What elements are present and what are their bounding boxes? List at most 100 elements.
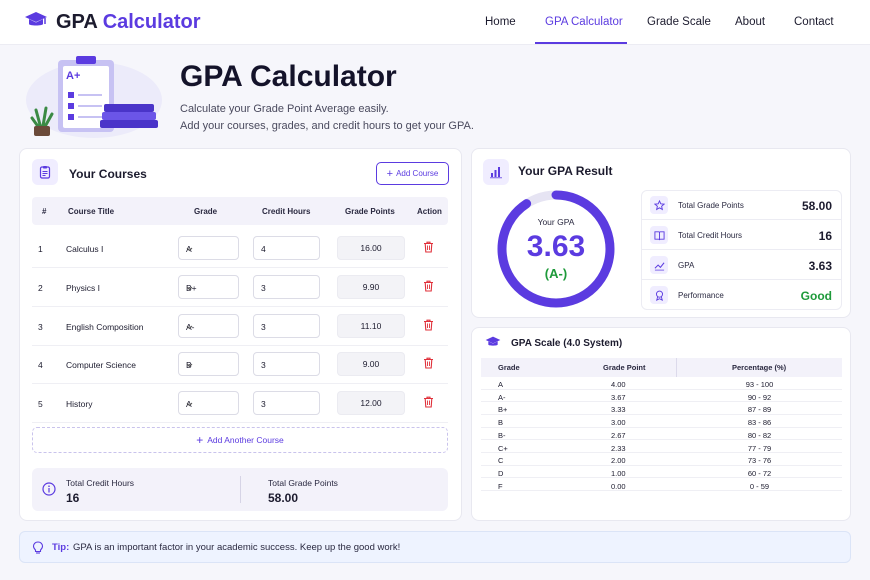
gpa-stats-box: [641, 190, 842, 310]
scale-point: 3.00: [611, 418, 626, 428]
brand-name-part2: Calculator: [102, 11, 201, 33]
credit-hours-input[interactable]: 3: [253, 274, 320, 299]
table-row: 2 Physics I B+ 3 9.90: [32, 269, 448, 307]
scale-col-pct: Percentage (%): [732, 363, 787, 372]
chevron-down-icon: [186, 283, 232, 293]
table-row: 3 English Composition A- 3 11.10: [32, 308, 448, 346]
course-title: History: [66, 399, 93, 410]
page-title: GPA Calculator: [180, 60, 397, 93]
scale-point: 2.33: [611, 443, 626, 453]
nav-home[interactable]: Home: [485, 16, 516, 28]
trash-icon[interactable]: [423, 241, 434, 255]
trend-icon: [650, 256, 668, 274]
grade-select[interactable]: A: [178, 391, 239, 416]
credit-hours-value: 3: [261, 282, 266, 293]
scale-row: A- 3.67 90 - 92: [481, 390, 842, 403]
stat-value: 58.00: [801, 199, 832, 213]
add-another-course-button[interactable]: + Add Another Course: [32, 427, 448, 453]
chevron-down-icon: [186, 322, 232, 332]
stat-label: GPA: [678, 261, 695, 270]
scale-grade: C+: [498, 443, 508, 453]
nav-active-indicator: [535, 42, 627, 44]
stat-row: Total Grade Points 58.00: [641, 190, 842, 220]
stat-label: Total Credit Hours: [678, 231, 743, 240]
add-course-label: Add Course: [396, 169, 439, 178]
scale-point: 2.00: [611, 456, 626, 466]
gpa-scale-title: GPA Scale (4.0 System): [511, 338, 623, 349]
credit-hours-value: 3: [261, 321, 266, 332]
credit-hours-input[interactable]: 3: [253, 352, 320, 377]
row-number: 4: [38, 360, 43, 371]
col-action: Action: [417, 207, 442, 216]
clipboard-icon: [32, 159, 58, 185]
credit-hours-input[interactable]: 3: [253, 391, 320, 416]
bar-chart-icon: [483, 159, 509, 185]
trash-icon[interactable]: [423, 319, 434, 333]
trash-icon[interactable]: [423, 280, 434, 294]
scale-percentage: 77 - 79: [747, 443, 772, 453]
book-icon: [650, 226, 668, 244]
trash-icon[interactable]: [423, 357, 434, 371]
scale-point: 0.00: [611, 481, 626, 491]
add-course-button[interactable]: + Add Course: [376, 162, 449, 185]
graduation-cap-icon: [24, 10, 48, 35]
grade-select[interactable]: B+: [178, 274, 239, 299]
scale-grade: B+: [498, 405, 508, 415]
scale-row: B 3.00 83 - 86: [481, 415, 842, 428]
scale-row: C 2.00 73 - 76: [481, 453, 842, 466]
scale-grade: A: [498, 380, 504, 389]
row-number: 2: [38, 282, 43, 293]
illustration-grade-text: A+: [66, 70, 81, 82]
grade-points-value: 9.00: [337, 352, 405, 377]
page-subtitle-line1: Calculate your Grade Point Average easil…: [180, 103, 389, 115]
total-points-label: Total Grade Points: [268, 478, 338, 488]
scale-point: 2.67: [611, 430, 626, 440]
nav-about[interactable]: About: [735, 16, 766, 28]
scale-col-grade: Grade: [498, 363, 520, 372]
trash-icon[interactable]: [423, 396, 434, 410]
scale-row: F 0.00 0 - 59: [481, 479, 842, 492]
scale-grade: B-: [498, 430, 506, 440]
chevron-down-icon: [186, 244, 232, 254]
grade-points-value: 16.00: [337, 236, 405, 260]
grade-select-value: B: [186, 360, 192, 371]
grade-select-value: A: [186, 244, 192, 254]
ring-label: Your GPA: [537, 217, 575, 227]
col-credits: Credit Hours: [262, 207, 311, 216]
scale-table-header: Grade Grade Point Percentage (%): [481, 358, 842, 377]
scale-grade: F: [498, 481, 503, 491]
table-row: 5 History A 3 12.00: [32, 385, 448, 424]
brand-name: GPA Calculator: [56, 11, 201, 34]
grade-select[interactable]: A-: [178, 313, 239, 338]
scale-point: 1.00: [611, 468, 626, 478]
nav-contact[interactable]: Contact: [794, 16, 834, 28]
brand-logo[interactable]: GPA Calculator: [24, 10, 201, 35]
nav-grade-scale[interactable]: Grade Scale: [647, 16, 711, 28]
tip-banner: Tip: GPA is an important factor in your …: [19, 531, 851, 563]
row-number: 5: [38, 399, 43, 410]
col-num: #: [42, 207, 47, 216]
tip-text: GPA is an important factor in your acade…: [73, 542, 401, 553]
stat-label: Total Grade Points: [678, 201, 744, 210]
col-grade: Grade: [194, 207, 218, 216]
col-points: Grade Points: [345, 207, 395, 216]
grade-select[interactable]: B: [178, 352, 239, 377]
totals-divider: [240, 476, 241, 503]
row-number: 3: [38, 321, 43, 332]
scale-point: 4.00: [611, 380, 626, 389]
stat-value: 3.63: [808, 259, 832, 273]
courses-title: Your Courses: [69, 167, 147, 181]
grade-select[interactable]: A: [178, 236, 239, 260]
stat-label: Performance: [678, 291, 724, 300]
credit-hours-input[interactable]: 4: [253, 236, 320, 260]
nav-gpa-calculator[interactable]: GPA Calculator: [545, 16, 623, 28]
brand-name-part1: GPA: [56, 11, 98, 33]
total-points-value: 58.00: [268, 491, 299, 505]
grade-select-value: A: [186, 399, 192, 410]
gpa-ring: Your GPA 3.63 (A-): [495, 188, 617, 310]
credit-hours-input[interactable]: 3: [253, 313, 320, 338]
courses-table-header: # Course Title Grade Credit Hours Grade …: [32, 197, 448, 225]
scale-point: 3.67: [611, 392, 626, 402]
scale-grade: D: [498, 468, 504, 478]
stat-row: Total Credit Hours 16: [641, 220, 842, 250]
